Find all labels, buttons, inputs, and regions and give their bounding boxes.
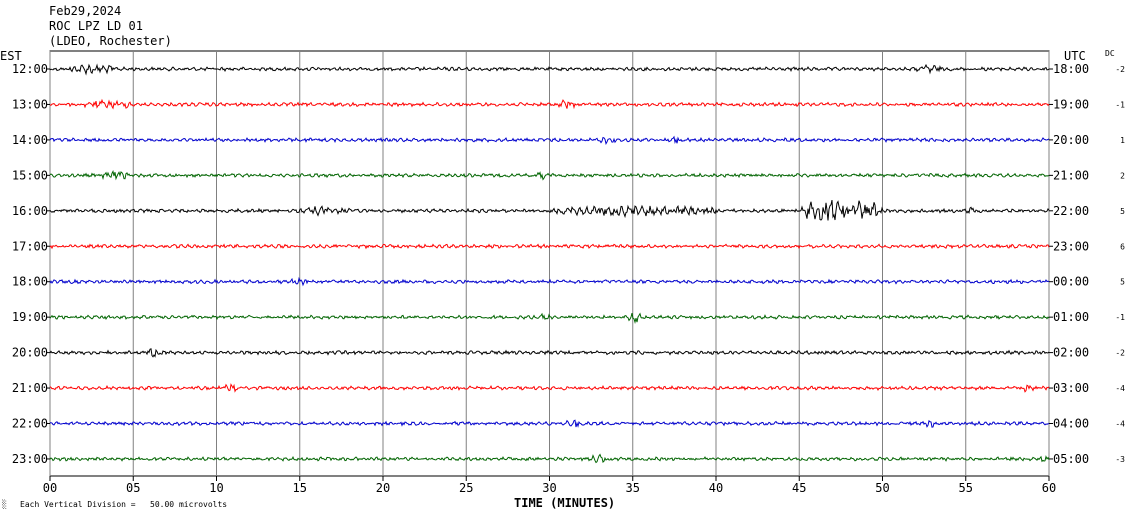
- trace-03:00: [49, 383, 1050, 393]
- x-tick-label-05: 05: [126, 481, 140, 495]
- utc-hour-label: 20:00: [1053, 133, 1089, 147]
- x-tick-label-55: 55: [959, 481, 973, 495]
- utc-hour-label: 01:00: [1053, 310, 1089, 324]
- utc-hour-label: 22:00: [1053, 204, 1089, 218]
- right-timezone-label: UTC: [1064, 49, 1086, 63]
- utc-hour-label: 21:00: [1053, 168, 1089, 182]
- est-hour-label: 19:00: [12, 310, 48, 324]
- trace-layer: [49, 63, 1050, 464]
- dc-offset-label: 2: [1120, 171, 1125, 180]
- utc-hour-label: 23:00: [1053, 239, 1089, 253]
- x-tick-label-35: 35: [626, 481, 640, 495]
- utc-hour-label: 02:00: [1053, 346, 1089, 360]
- dc-offset-label: 1: [1120, 136, 1125, 145]
- trace-05:00: [49, 453, 1050, 464]
- est-hour-label: 18:00: [12, 275, 48, 289]
- dc-offset-label: -2: [1115, 65, 1125, 74]
- trace-18:00: [49, 63, 1050, 76]
- x-tick-label-20: 20: [376, 481, 390, 495]
- utc-hour-label: 05:00: [1053, 452, 1089, 466]
- x-axis-title: TIME (MINUTES): [514, 496, 616, 510]
- utc-hour-label: 00:00: [1053, 275, 1089, 289]
- footer-mark: ░: [2, 500, 7, 509]
- dc-offset-label: -1: [1115, 313, 1125, 322]
- utc-hour-label: 04:00: [1053, 417, 1089, 431]
- x-tick-label-15: 15: [293, 481, 307, 495]
- x-tick-label-40: 40: [709, 481, 723, 495]
- est-hour-label: 15:00: [12, 168, 48, 182]
- trace-19:00: [49, 98, 1050, 110]
- x-tick-label-00: 00: [43, 481, 57, 495]
- trace-21:00: [49, 169, 1050, 181]
- x-tick-label-25: 25: [459, 481, 473, 495]
- est-hour-label: 21:00: [12, 381, 48, 395]
- x-tick-label-30: 30: [542, 481, 556, 495]
- dc-offset-label: -2: [1115, 349, 1125, 358]
- trace-22:00: [49, 199, 1050, 221]
- trace-00:00: [49, 276, 1050, 287]
- network-name: (LDEO, Rochester): [49, 34, 172, 48]
- left-timezone-label: EST: [0, 49, 22, 63]
- x-tick-label-60: 60: [1042, 481, 1056, 495]
- chart-date: Feb29,2024: [49, 4, 122, 18]
- dc-offset-label: 5: [1120, 207, 1125, 216]
- station-code: ROC LPZ LD 01: [49, 19, 143, 33]
- est-hour-label: 13:00: [12, 97, 48, 111]
- grid-layer: [46, 50, 1053, 481]
- dc-offset-label: -4: [1115, 384, 1125, 393]
- dc-offset-label: -4: [1115, 420, 1125, 429]
- x-tick-label-45: 45: [792, 481, 806, 495]
- est-hour-label: 16:00: [12, 204, 48, 218]
- trace-23:00: [49, 243, 1050, 250]
- utc-hour-label: 18:00: [1053, 62, 1089, 76]
- est-hour-label: 23:00: [12, 452, 48, 466]
- est-hour-label: 17:00: [12, 239, 48, 253]
- dc-header: DC: [1105, 49, 1115, 58]
- utc-hour-label: 19:00: [1053, 97, 1089, 111]
- trace-20:00: [49, 135, 1050, 146]
- trace-02:00: [49, 348, 1050, 358]
- x-tick-label-10: 10: [209, 481, 223, 495]
- dc-offset-label: 5: [1120, 278, 1125, 287]
- trace-01:00: [49, 312, 1050, 324]
- dc-offset-label: 6: [1120, 242, 1125, 251]
- dc-offset-label: -1: [1115, 100, 1125, 109]
- trace-04:00: [49, 419, 1050, 428]
- est-hour-label: 20:00: [12, 346, 48, 360]
- est-hour-label: 22:00: [12, 417, 48, 431]
- x-tick-label-50: 50: [875, 481, 889, 495]
- est-hour-label: 14:00: [12, 133, 48, 147]
- dc-offset-label: -3: [1115, 455, 1125, 464]
- utc-hour-label: 03:00: [1053, 381, 1089, 395]
- scale-footnote: Each Vertical Division = 50.00 microvolt…: [20, 500, 228, 509]
- est-hour-label: 12:00: [12, 62, 48, 76]
